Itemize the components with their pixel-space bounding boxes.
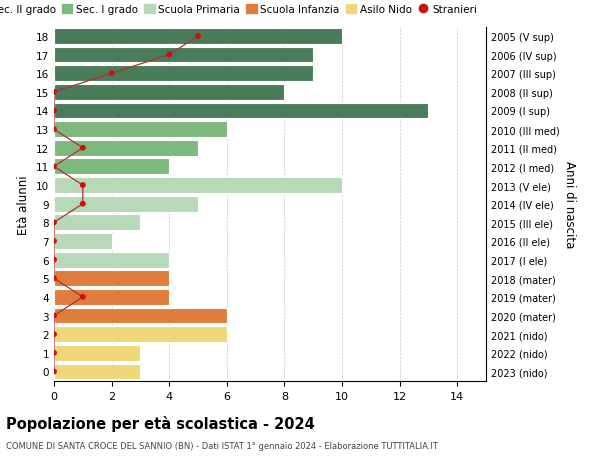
Legend: Sec. II grado, Sec. I grado, Scuola Primaria, Scuola Infanzia, Asilo Nido, Stran: Sec. II grado, Sec. I grado, Scuola Prim… [0,5,477,15]
Point [49,89,59,96]
Point [49,219,59,227]
Bar [54,364,140,380]
Bar [54,122,227,138]
Bar [54,308,227,324]
Bar [54,140,198,157]
Point [49,368,59,375]
Y-axis label: Età alunni: Età alunni [17,174,31,234]
Point [49,331,59,338]
Y-axis label: Anni di nascita: Anni di nascita [563,161,576,248]
Point [193,33,203,40]
Bar [54,196,198,212]
Point [78,294,88,301]
Point [78,182,88,189]
Bar [54,234,112,249]
Bar [54,178,342,194]
Bar [54,85,284,101]
Point [49,312,59,319]
Bar [54,159,169,175]
Bar [54,345,140,361]
Point [49,107,59,115]
Bar [54,215,140,231]
Text: COMUNE DI SANTA CROCE DEL SANNIO (BN) - Dati ISTAT 1° gennaio 2024 - Elaborazion: COMUNE DI SANTA CROCE DEL SANNIO (BN) - … [6,441,438,450]
Point [49,126,59,134]
Bar [54,326,227,342]
Bar [54,289,169,305]
Point [49,349,59,357]
Point [78,145,88,152]
Bar [54,271,169,286]
Bar [54,66,313,82]
Bar [54,252,169,268]
Point [49,238,59,245]
Point [49,163,59,171]
Point [164,52,174,59]
Text: Popolazione per età scolastica - 2024: Popolazione per età scolastica - 2024 [6,415,315,431]
Point [78,201,88,208]
Bar [54,103,428,119]
Point [49,257,59,264]
Bar [54,29,342,45]
Bar [54,48,313,63]
Point [49,275,59,282]
Point [107,70,116,78]
